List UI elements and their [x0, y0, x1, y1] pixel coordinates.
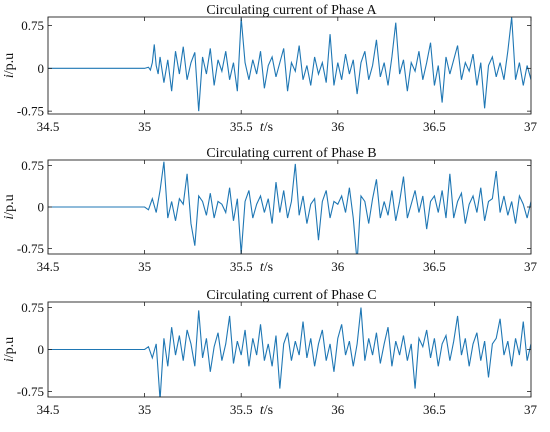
chart-title: Circulating current of Phase B	[206, 146, 376, 161]
y-axis-label-var: i	[2, 74, 17, 78]
x-tick-label: 36	[331, 402, 345, 417]
x-axis-label: t/s	[260, 403, 273, 418]
y-tick-label: 0.75	[21, 158, 44, 173]
y-axis-label: i/p.u	[2, 194, 17, 219]
series-line-2	[48, 161, 531, 254]
x-tick-label: 34.5	[37, 402, 60, 417]
x-tick-label: 36	[331, 119, 345, 134]
x-axis-label-var: t	[260, 403, 265, 418]
x-axis-label-unit: /s	[264, 403, 273, 418]
x-axis-label-var: t	[260, 120, 265, 135]
x-tick-label: 37	[524, 119, 538, 134]
x-tick-label: 35.5	[230, 259, 253, 274]
chart-title: Circulating current of Phase C	[206, 288, 376, 303]
y-axis-label-unit: /p.u	[2, 337, 17, 358]
x-tick-label: 36.5	[423, 119, 446, 134]
x-tick-label: 36.5	[423, 402, 446, 417]
x-tick-label: 37	[524, 402, 538, 417]
series-line-1	[48, 17, 531, 112]
x-tick-label: 37	[524, 259, 538, 274]
x-tick-label: 34.5	[37, 259, 60, 274]
x-axis-label-unit: /s	[264, 260, 273, 275]
y-axis-label-unit: /p.u	[2, 53, 17, 74]
x-tick-label: 35	[138, 402, 151, 417]
x-tick-label: 35	[138, 119, 151, 134]
y-tick-label: 0.75	[21, 18, 44, 33]
y-axis-label: i/p.u	[2, 337, 17, 362]
y-tick-label: -0.75	[17, 241, 44, 256]
x-axis-label-unit: /s	[264, 120, 273, 135]
x-tick-label: 36	[331, 259, 345, 274]
y-tick-label: 0	[38, 342, 45, 357]
chart-panel-3: 34.5 35 35.5 36 36.5 37 0.75 0 -0.75 Circulating …	[2, 288, 538, 418]
chart-title: Circulating current of Phase A	[206, 3, 377, 18]
x-tick-label: 35.5	[230, 402, 253, 417]
x-tick-label: 35.5	[230, 119, 253, 134]
x-tick-label: 34.5	[37, 119, 60, 134]
y-axis-label-var: i	[2, 358, 17, 362]
y-axis-label-unit: /p.u	[2, 194, 17, 215]
plot-frame	[47, 16, 532, 115]
y-axis-label-var: i	[2, 216, 17, 220]
x-tick-label: 35	[138, 259, 151, 274]
chart-panel-2: 34.5 35 35.5 36 36.5 37 0.75 0 -0.75 Circulating …	[2, 146, 538, 275]
y-tick-label: 0	[38, 61, 45, 76]
series-line-3	[48, 307, 531, 397]
y-axis-label: i/p.u	[2, 53, 17, 78]
y-tick-label: 0.75	[21, 300, 44, 315]
y-tick-label: -0.75	[17, 104, 44, 119]
y-tick-label: 0	[38, 200, 45, 215]
chart-panel-1: 34.5 35 35.5 36 36.5 37 0.75 0 -0.75 Circulating …	[2, 3, 538, 135]
x-axis-label-var: t	[260, 260, 265, 275]
x-tick-label: 36.5	[423, 259, 446, 274]
x-axis-label: t/s	[260, 260, 273, 275]
y-tick-label: -0.75	[17, 384, 44, 399]
x-axis-label: t/s	[260, 120, 273, 135]
